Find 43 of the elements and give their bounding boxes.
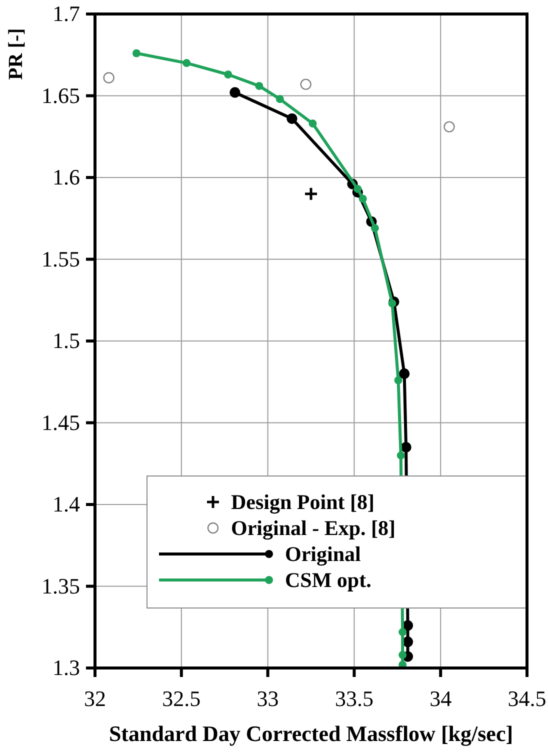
legend-label: Original - Exp. [8] (231, 516, 396, 540)
point (308, 120, 317, 128)
y-tick-label: 1.4 (52, 492, 80, 516)
legend-label: Original (285, 542, 362, 566)
point (132, 49, 140, 58)
x-tick-label: 33 (256, 686, 279, 711)
y-tick-label: 1.7 (52, 1, 80, 26)
legend-label: CSM opt. (285, 568, 372, 592)
point (304, 186, 318, 202)
y-axis-title: PR [-] (5, 28, 27, 80)
x-tick-label: 32 (84, 686, 106, 711)
point (276, 95, 284, 104)
y-tick-label: 1.6 (52, 164, 80, 190)
point (444, 121, 455, 132)
point (300, 78, 312, 90)
point (182, 59, 191, 68)
x-tick-label: 33.5 (334, 686, 374, 711)
point (394, 376, 402, 384)
x-tick-label: 34 (430, 686, 452, 711)
point (286, 113, 298, 124)
x-axis-title: Standard Day Corrected Massflow [kg/sec] (108, 721, 514, 746)
y-tick-label: 1.35 (42, 573, 80, 598)
point (224, 70, 232, 78)
point (396, 451, 405, 460)
point (230, 87, 240, 98)
x-tick-label: 34.5 (508, 686, 546, 711)
point (358, 194, 367, 203)
y-tick-label: 1.45 (42, 410, 80, 435)
point (255, 82, 264, 90)
point (399, 368, 410, 379)
point (370, 224, 379, 232)
y-tick-label: 1.5 (52, 328, 80, 353)
point (388, 299, 396, 308)
point (103, 72, 114, 84)
point (400, 442, 412, 453)
legend-label: Design Point [8] (231, 490, 374, 514)
point (398, 628, 407, 636)
x-tick-label: 32.5 (162, 686, 201, 711)
y-tick-label: 1.3 (52, 655, 80, 680)
y-tick-label: 1.65 (42, 82, 80, 108)
point (354, 184, 362, 193)
y-tick-label: 1.55 (42, 246, 80, 272)
point (398, 650, 407, 659)
